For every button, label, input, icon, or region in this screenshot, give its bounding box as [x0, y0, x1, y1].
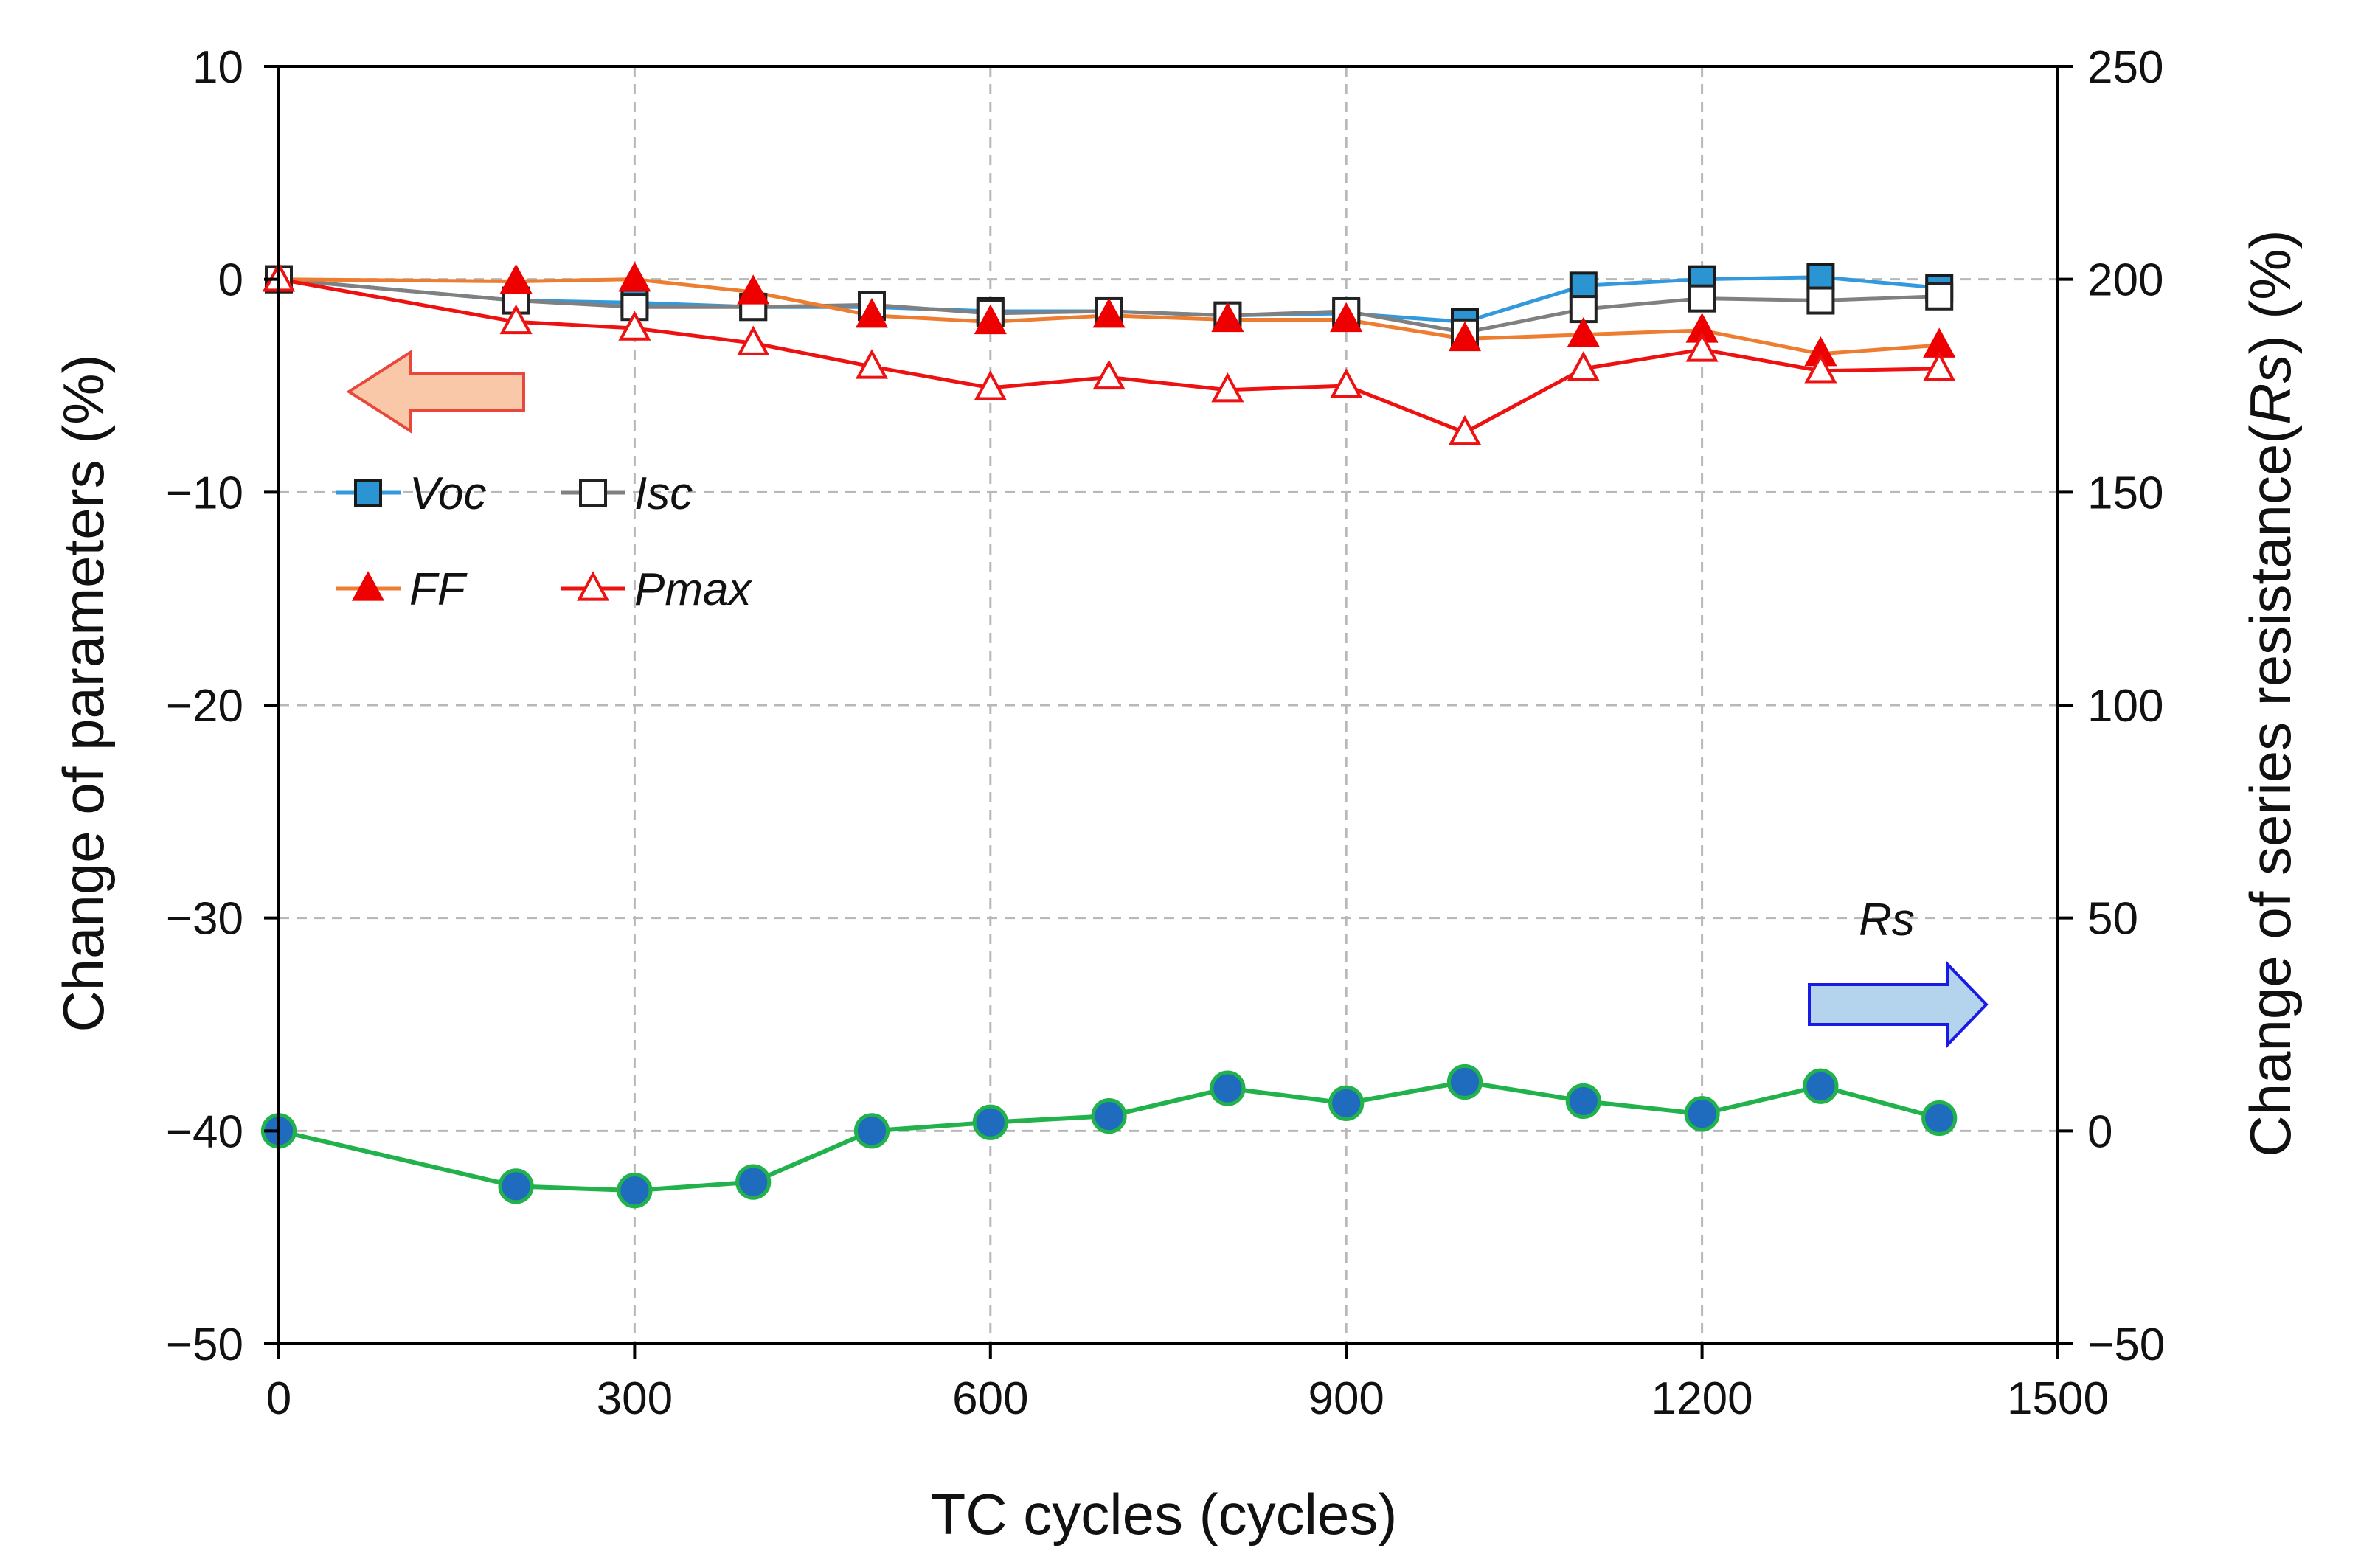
x-axis-title: TC cycles (cycles) [931, 1482, 1398, 1547]
data-point-ff [1330, 302, 1363, 333]
data-point-pmax [1448, 414, 1482, 445]
y-right-tick-label: 150 [2087, 468, 2163, 518]
y-axis-right-title-italic: Rs [2238, 354, 2303, 424]
series-lines [278, 275, 1940, 1193]
data-point-rs [1803, 1068, 1839, 1104]
x-tick-label: 1200 [1651, 1373, 1753, 1424]
data-point-isc [1688, 284, 1716, 313]
data-point-rs [1565, 1083, 1601, 1120]
y-axis-right-title-prefix: Change of series resistance( [2238, 425, 2303, 1157]
data-point-pmax [1804, 353, 1837, 384]
data-point-voc [1806, 263, 1835, 291]
data-point-isc [1925, 282, 1954, 311]
y-right-tick-label: −50 [2087, 1319, 2165, 1370]
data-point-voc [1569, 271, 1598, 300]
left-axis-arrow-icon [346, 350, 525, 434]
y-axis-right-title: Change of series resistance(Rs) (%) [2238, 229, 2303, 1156]
y-left-tick-label: 0 [218, 255, 243, 306]
data-point-rs [1684, 1096, 1720, 1132]
right-axis-arrow-icon [1808, 960, 1989, 1049]
legend-marker-voc [354, 479, 382, 507]
x-tick-label: 600 [952, 1373, 1028, 1424]
x-tick-label: 900 [1308, 1373, 1384, 1424]
data-point-pmax [618, 311, 651, 341]
data-point-pmax [1211, 372, 1244, 403]
data-point-ff [974, 304, 1007, 335]
data-point-ff [1567, 317, 1600, 347]
data-point-ff [618, 261, 651, 292]
y-left-tick-label: −30 [166, 894, 243, 945]
data-point-rs [1921, 1100, 1958, 1137]
data-point-rs [617, 1173, 653, 1209]
rs-annotation-label: Rs [1859, 895, 1915, 946]
data-point-pmax [974, 370, 1007, 400]
y-right-tick-label: 250 [2087, 42, 2163, 93]
data-point-rs [1210, 1070, 1246, 1106]
data-point-ff [1092, 298, 1126, 328]
data-point-rs [972, 1104, 1008, 1140]
data-point-ff [855, 298, 889, 328]
series-line-isc [278, 277, 1940, 335]
y-right-tick-label: 0 [2087, 1106, 2112, 1157]
y-left-tick-label: −10 [166, 468, 243, 518]
x-tick-label: 300 [597, 1373, 673, 1424]
axes [264, 65, 2073, 1359]
series-line-rs [278, 1079, 1940, 1193]
y-axis-left-title: Change of parameters (%) [51, 354, 116, 1032]
data-point-pmax [737, 325, 770, 355]
series-line-ff [278, 277, 1940, 356]
y-right-tick-label: 100 [2087, 681, 2163, 732]
grid-lines [279, 66, 2058, 1344]
legend-marker-ff [351, 571, 385, 601]
y-left-tick-label: −20 [166, 681, 243, 732]
data-point-pmax [1330, 368, 1363, 398]
y-right-tick-label: 200 [2087, 255, 2163, 306]
y-right-tick-label: 50 [2087, 894, 2138, 945]
x-tick-label: 0 [266, 1373, 291, 1424]
legend-label-voc: Voc [409, 468, 487, 519]
series-line-pmax [278, 277, 1940, 435]
y-left-tick-label: −40 [166, 1106, 243, 1157]
data-point-pmax [499, 304, 533, 335]
tick-labels: 0 300 600 900 1200 1500100−10−20−30−40−502502… [166, 42, 2165, 1424]
data-point-pmax [1923, 351, 1956, 381]
data-point-isc [1806, 286, 1835, 315]
y-left-tick-label: 10 [193, 42, 243, 93]
legend-label-isc: Isc [634, 468, 693, 519]
data-point-rs [735, 1164, 772, 1200]
data-point-ff [1211, 302, 1244, 333]
data-point-rs [1328, 1085, 1365, 1121]
data-point-pmax [855, 349, 889, 379]
data-point-ff [737, 274, 770, 305]
data-point-rs [853, 1113, 890, 1149]
y-left-tick-label: −50 [166, 1319, 243, 1370]
data-point-ff [499, 263, 533, 294]
y-axis-right-title-suffix: ) (%) [2238, 229, 2303, 354]
data-point-ff [1448, 321, 1482, 352]
data-point-rs [1091, 1098, 1127, 1134]
data-point-pmax [1567, 351, 1600, 381]
legend-label-ff: FF [409, 564, 468, 615]
data-point-rs [1446, 1064, 1483, 1100]
legend-marker-pmax [576, 571, 610, 601]
legend: Voc Isc FF Pmax [336, 468, 752, 615]
data-point-pmax [1092, 359, 1126, 390]
legend-label-pmax: Pmax [634, 564, 752, 615]
data-point-rs [498, 1168, 534, 1204]
x-tick-label: 1500 [2007, 1373, 2109, 1424]
data-point-pmax [1685, 332, 1719, 362]
legend-marker-isc [579, 479, 607, 507]
